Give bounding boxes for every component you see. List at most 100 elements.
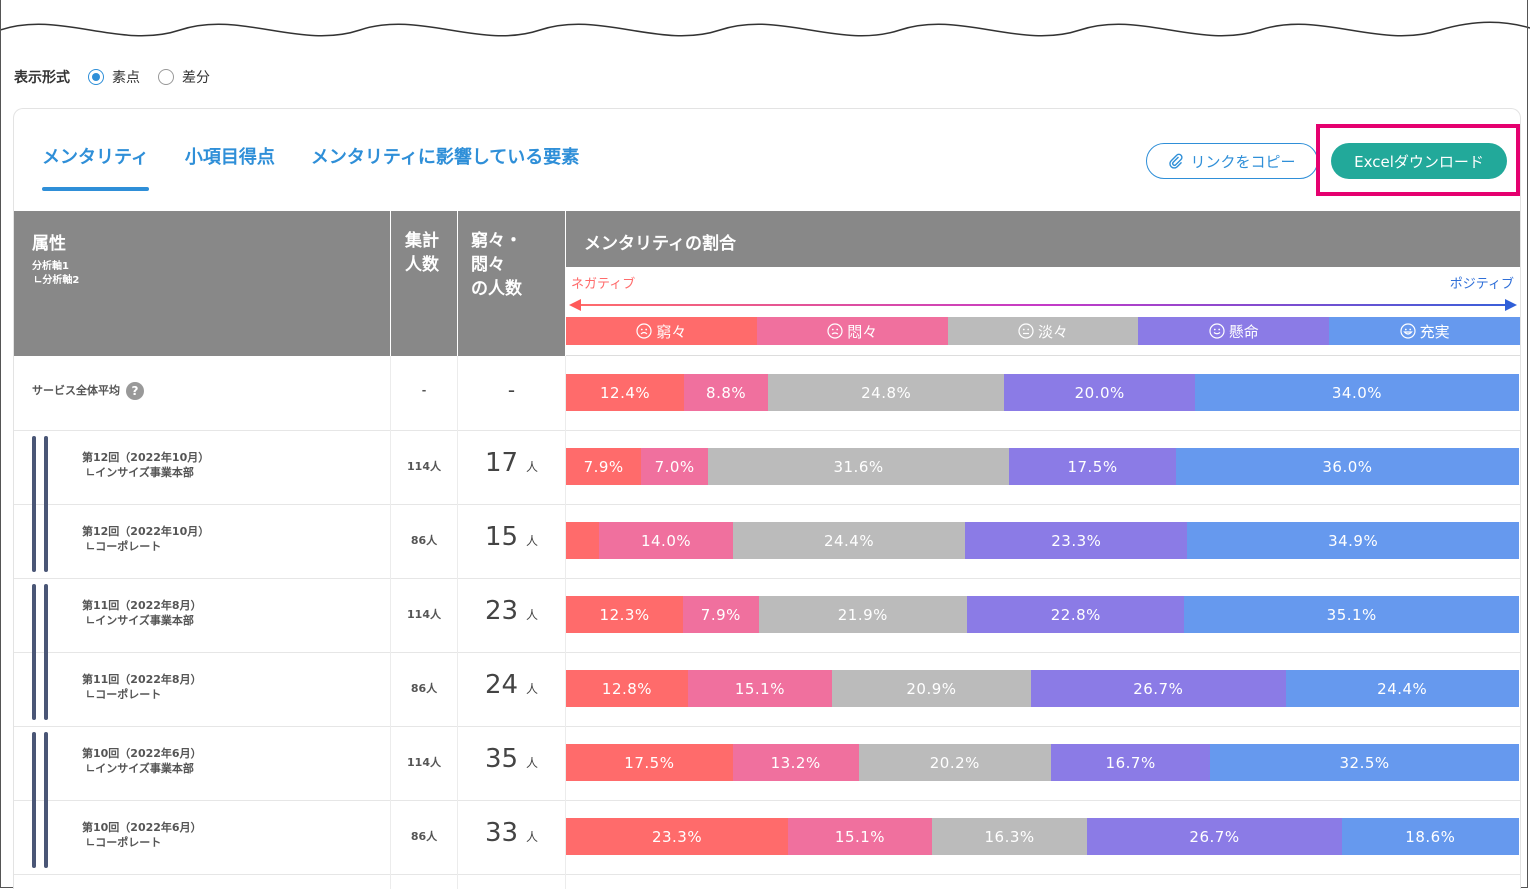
bar-segment: 26.7% — [1087, 818, 1342, 855]
legend-item: 充実 — [1329, 317, 1520, 345]
bar-segment: 35.1% — [1184, 596, 1519, 633]
arrow-left-icon — [569, 299, 581, 311]
table-row: 第11回（2022年8月） ∟インサイズ事業本部 114人 23 人 12.3% 7.9% 2… — [14, 578, 1520, 653]
row-attribute-primary: 第10回（2022年6月） — [82, 747, 202, 760]
row-attribute-secondary: ∟コーポレート — [86, 688, 162, 701]
legend-item: 悶々 — [756, 317, 948, 345]
column-divider — [457, 356, 458, 889]
bar-segment: 24.8% — [768, 374, 1005, 411]
bar-segment: 17.5% — [1009, 448, 1176, 485]
mentality-bar: 23.3% 15.1% 16.3% 26.7% 18.6% — [566, 818, 1519, 855]
bar-segment: 12.8% — [566, 670, 688, 707]
average-row: サービス全体平均? - - 12.4% 8.8% 24.8% 20.0% 34.0% — [14, 356, 1520, 431]
radio-unselected-icon[interactable] — [158, 69, 174, 85]
row-negative-count: 17 人 — [458, 448, 565, 478]
bar-segment: 16.7% — [1051, 744, 1211, 781]
negative-count-value: 23 — [484, 596, 519, 626]
row-attribute-primary: 第10回（2022年6月） — [82, 821, 202, 834]
bar-segment: 24.4% — [1285, 670, 1519, 707]
bar-segment: 14.0% — [599, 522, 733, 559]
bar-segment: 18.6% — [1341, 818, 1519, 855]
row-negative-count: 35 人 — [458, 744, 565, 774]
table-row: 第12回（2022年10月） ∟コーポレート 86人 15 人 14.0% 24.4% 23.… — [14, 504, 1520, 579]
radio-difference-label: 差分 — [182, 70, 210, 86]
header-divider — [457, 211, 458, 356]
row-attribute-secondary: ∟コーポレート — [86, 540, 162, 553]
results-card: メンタリティ 小項目得点 メンタリティに影響している要素 リンクをコピー Exc… — [13, 108, 1521, 889]
legend-label: 悶々 — [847, 322, 878, 341]
legend-label: 懸命 — [1228, 322, 1259, 341]
group-indicator — [44, 732, 48, 868]
column-divider — [390, 356, 391, 889]
bar-segment: 34.0% — [1194, 374, 1519, 411]
negative-count-value: 17 — [484, 448, 519, 478]
radio-raw-score[interactable]: 素点 — [88, 67, 140, 87]
row-negative-count: 15 人 — [458, 522, 565, 552]
face-icon — [1399, 323, 1416, 339]
bar-segment: 26.7% — [1031, 670, 1286, 707]
negative-count-value: - — [507, 378, 516, 402]
group-indicator — [32, 732, 36, 868]
row-attribute: 第12回（2022年10月） ∟インサイズ事業本部 — [82, 450, 209, 480]
bar-segment: 23.3% — [566, 818, 789, 855]
group-indicator — [44, 436, 48, 572]
bar-segment: 31.6% — [707, 448, 1010, 485]
row-attribute: 第10回（2022年6月） ∟インサイズ事業本部 — [82, 746, 202, 776]
row-attribute: 第12回（2022年10月） ∟コーポレート — [82, 524, 209, 554]
legend-item: 懸命 — [1138, 317, 1330, 345]
sentiment-arrow-line — [580, 304, 1506, 306]
bar-segment: 23.3% — [965, 522, 1188, 559]
negative-count-value: 33 — [484, 818, 519, 848]
header-attr: 属性 — [32, 234, 66, 254]
row-count: 86人 — [410, 682, 438, 695]
arrow-right-icon — [1505, 299, 1517, 311]
row-count: 114人 — [407, 756, 441, 769]
bar-segment: 34.9% — [1187, 522, 1519, 559]
row-attribute: 第11回（2022年8月） ∟インサイズ事業本部 — [82, 598, 202, 628]
tab-mentality[interactable]: メンタリティ — [42, 143, 149, 191]
display-mode-label: 表示形式 — [14, 70, 70, 86]
row-attribute-primary: 第11回（2022年8月） — [82, 673, 202, 686]
negative-count-value: 15 — [484, 522, 519, 552]
negative-count-value: 24 — [484, 670, 519, 700]
group-indicator — [32, 436, 36, 572]
row-attribute: 第10回（2022年6月） ∟コーポレート — [82, 820, 202, 850]
header-attr-sub2: ∟分析軸2 — [34, 275, 80, 286]
table-row: 第10回（2022年6月） ∟インサイズ事業本部 114人 35 人 17.5% 13.2%… — [14, 726, 1520, 801]
negative-count-unit: 人 — [526, 608, 539, 622]
legend-label: 淡々 — [1037, 322, 1068, 341]
face-icon — [1018, 323, 1034, 339]
legend-label: 窮々 — [656, 322, 687, 341]
bar-segment: 8.8% — [684, 374, 769, 411]
table-row: 第10回（2022年6月） ∟コーポレート 86人 33 人 23.3% 15.1% 16.3… — [14, 800, 1520, 875]
tab-mentality-factors[interactable]: メンタリティに影響している要素 — [310, 147, 580, 168]
torn-edge — [0, 21, 1530, 37]
radio-selected-icon[interactable] — [88, 69, 104, 85]
highlight-box — [1316, 124, 1520, 196]
excel-download-button[interactable]: Excelダウンロード — [1331, 143, 1507, 179]
row-count: 114人 — [407, 608, 441, 621]
bar-segment: 17.5% — [566, 744, 733, 781]
radio-raw-score-label: 素点 — [112, 70, 140, 86]
table-row: 第12回（2022年10月） ∟インサイズ事業本部 114人 17 人 7.9% 7.0% 3… — [14, 430, 1520, 505]
group-indicator — [44, 584, 48, 720]
mentality-bar: 17.5% 13.2% 20.2% 16.7% 32.5% — [566, 744, 1519, 781]
header-attr-sub1: 分析軸1 — [32, 261, 69, 272]
mentality-bar: 7.9% 7.0% 31.6% 17.5% 36.0% — [566, 448, 1519, 485]
column-divider — [565, 356, 566, 889]
radio-difference[interactable]: 差分 — [158, 67, 210, 87]
header-negative-people: 窮々・ 悶々 の人数 — [471, 231, 522, 299]
mentality-bar: 14.0% 24.4% 23.3% 34.9% — [566, 522, 1519, 559]
negative-count-unit: 人 — [526, 460, 539, 474]
negative-count-unit: 人 — [526, 830, 539, 844]
tab-sub-item-score[interactable]: 小項目得点 — [184, 147, 275, 168]
negative-count-unit: 人 — [526, 534, 539, 548]
row-attribute-primary: 第12回（2022年10月） — [82, 451, 210, 464]
bar-segment: 20.2% — [858, 744, 1052, 781]
row-attribute: 第11回（2022年8月） ∟コーポレート — [82, 672, 202, 702]
help-icon[interactable]: ? — [126, 382, 144, 400]
negative-count-unit: 人 — [526, 756, 539, 770]
face-icon — [1209, 323, 1225, 339]
copy-link-button[interactable]: リンクをコピー — [1146, 143, 1318, 179]
negative-count-unit: 人 — [526, 682, 539, 696]
